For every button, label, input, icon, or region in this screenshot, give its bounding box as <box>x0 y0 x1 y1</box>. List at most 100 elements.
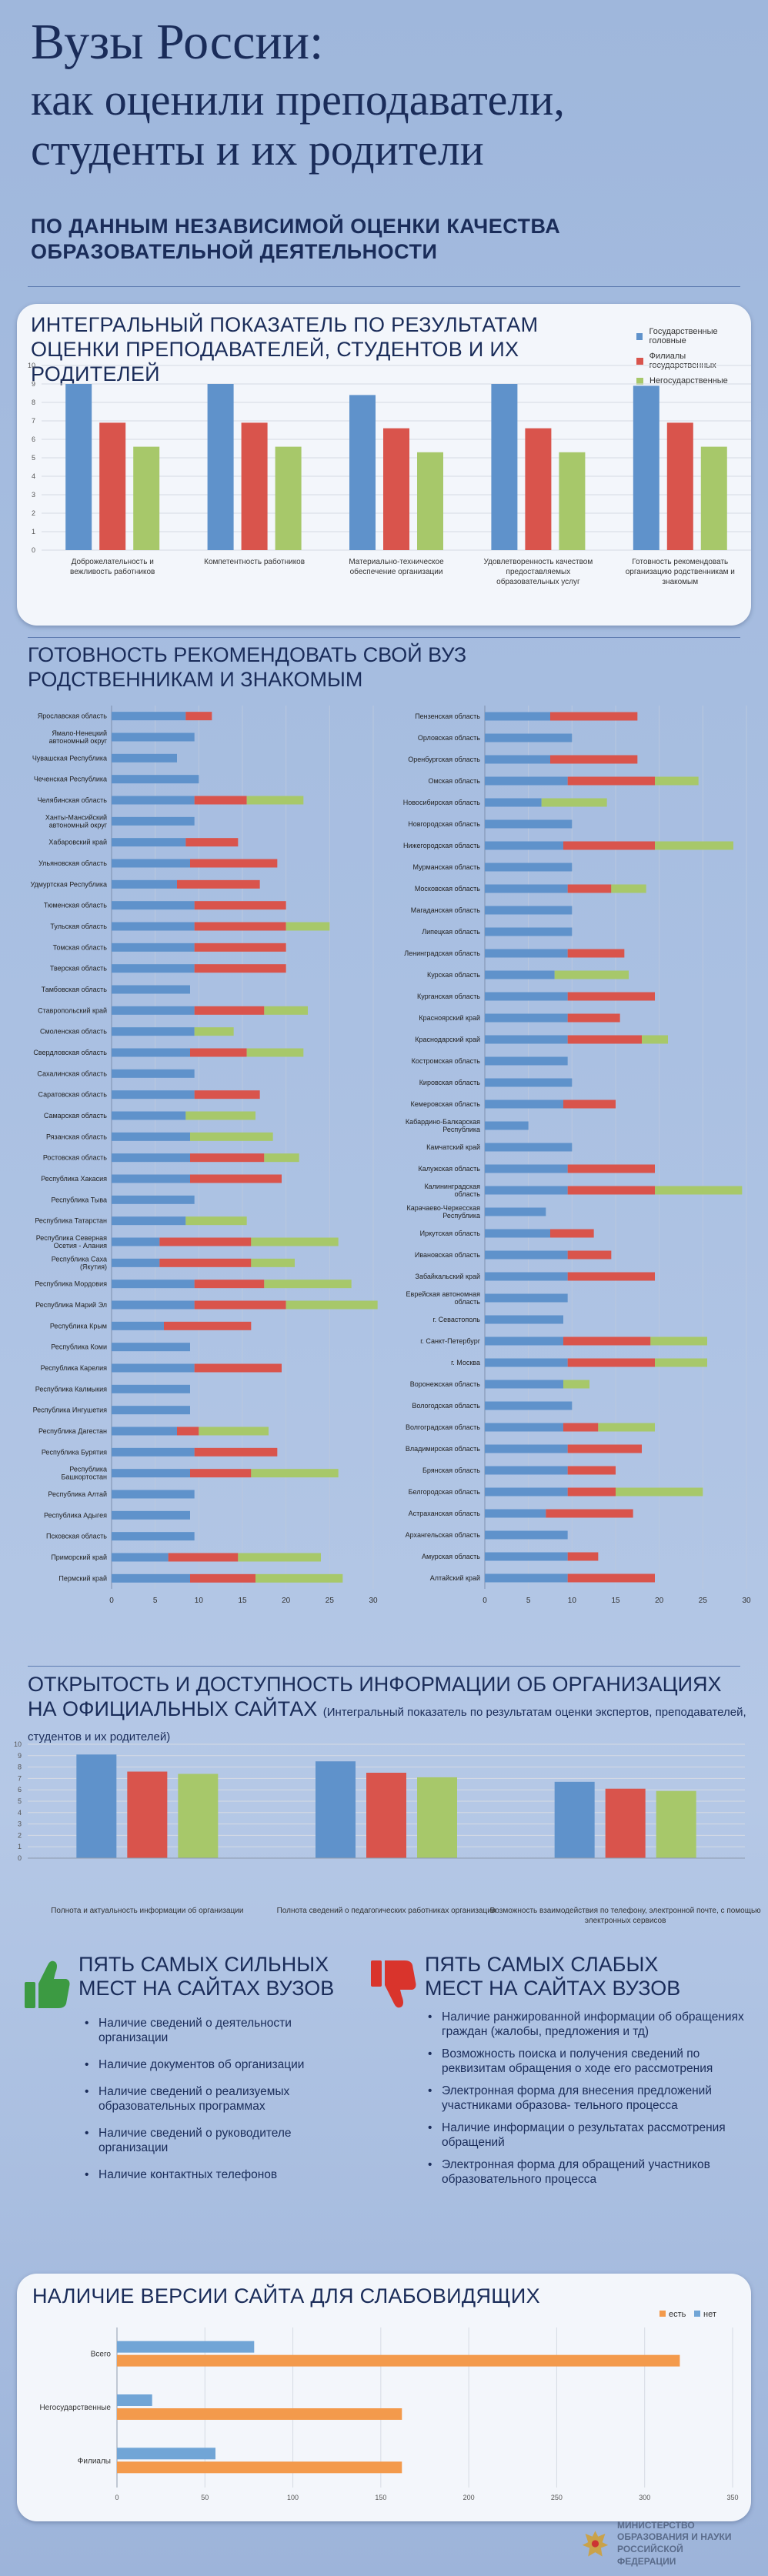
x-tick-label: 30 <box>742 1597 751 1605</box>
bar <box>112 1280 195 1289</box>
bar <box>159 1258 252 1267</box>
bar <box>190 1132 273 1141</box>
y-tick-label: Чувашская Республика <box>32 754 107 762</box>
y-tick-label: Челябинская область <box>38 796 108 804</box>
y-tick-label: Республика Татарстан <box>35 1217 107 1225</box>
x-tick-label: 0 <box>483 1597 487 1605</box>
y-tick-label: Нижегородская область <box>403 842 480 849</box>
y-tick-label: 1 <box>18 1843 22 1850</box>
bar <box>633 385 659 550</box>
ministry-line: ОБРАЗОВАНИЯ И НАУКИ <box>616 2531 732 2543</box>
y-tick-label: 9 <box>18 1752 22 1760</box>
bar <box>485 1509 546 1518</box>
bar <box>112 964 195 973</box>
x-tick-label: 5 <box>153 1597 158 1605</box>
bar <box>567 1466 616 1475</box>
bar <box>485 1423 563 1432</box>
y-tick-label: Курская область <box>427 971 480 979</box>
bar <box>554 970 629 979</box>
bar <box>485 1552 568 1561</box>
legend-item: Государственные головные <box>636 327 751 345</box>
y-tick-label: Республика Тыва <box>51 1196 107 1203</box>
bar <box>199 1426 269 1436</box>
bar <box>485 863 573 872</box>
y-tick-label: Республика Карелия <box>41 1364 107 1372</box>
bar <box>316 1761 356 1858</box>
bar <box>285 1300 378 1310</box>
x-tick-label: 250 <box>551 2494 563 2501</box>
bar <box>485 1380 563 1389</box>
bar <box>485 1164 568 1173</box>
bar <box>112 838 186 847</box>
y-tick-label: Республика Саха (Якутия) <box>52 1255 107 1270</box>
bar <box>112 753 177 762</box>
y-tick-label: 9 <box>32 380 35 388</box>
bar <box>117 2354 680 2367</box>
integral-legend: Государственные головные Филиалы государ… <box>636 327 751 392</box>
bar <box>178 1774 219 1858</box>
bar <box>567 949 625 958</box>
y-tick-label: Республика Дагестан <box>38 1427 107 1435</box>
bar <box>485 1143 573 1152</box>
y-tick-label: 10 <box>28 362 35 369</box>
y-tick-label: Магаданская область <box>411 906 481 914</box>
list-item: Электронная форма для обращений участник… <box>425 2157 748 2187</box>
bar <box>264 1006 308 1015</box>
bar <box>485 1035 568 1044</box>
y-tick-label: Ярославская область <box>38 712 108 720</box>
bar <box>264 1280 352 1289</box>
bar <box>194 1363 282 1373</box>
y-tick-label: Архангельская область <box>406 1531 481 1539</box>
x-tick-label: 150 <box>375 2494 386 2501</box>
list-item: Электронная форма для внесения предложен… <box>425 2084 748 2113</box>
bar <box>485 1056 568 1066</box>
bar <box>485 992 568 1001</box>
strong-heading: ПЯТЬ САМЫХ СИЛЬНЫХ МЕСТ НА САЙТАХ ВУЗОВ <box>78 1953 335 2000</box>
strong-list: Наличие сведений о деятельности организа… <box>82 2016 359 2182</box>
bar <box>112 796 195 805</box>
bar <box>207 384 234 550</box>
bar <box>567 1164 655 1173</box>
y-tick-label: Ивановская область <box>415 1251 480 1259</box>
x-tick-label: Готовность рекомендовать организацию родс… <box>626 558 735 586</box>
list-item: Возможность поиска и получения сведений … <box>425 2047 748 2076</box>
bar <box>605 1788 646 1858</box>
bar <box>567 1552 599 1561</box>
bar <box>194 1027 234 1036</box>
y-tick-label: Республика Бурятия <box>42 1448 107 1456</box>
bar <box>112 1195 195 1204</box>
bar <box>485 1530 568 1540</box>
y-tick-label: Ленинградская область <box>404 949 480 957</box>
bar <box>112 1573 190 1583</box>
x-tick-label: 300 <box>639 2494 650 2501</box>
bar <box>616 1487 703 1497</box>
bar <box>117 2408 402 2420</box>
bar <box>251 1469 339 1478</box>
y-tick-label: Республика Калмыкия <box>35 1385 107 1393</box>
y-tick-label: Московская область <box>415 885 480 893</box>
x-tick-label: 10 <box>195 1597 204 1605</box>
y-tick-label: Мурманская область <box>412 863 480 871</box>
bar <box>485 1229 550 1238</box>
y-tick-label: Сахалинская область <box>37 1069 107 1077</box>
bar <box>563 1380 589 1389</box>
bar <box>485 712 550 721</box>
bar <box>485 1444 568 1453</box>
bar <box>112 1132 190 1141</box>
bar <box>112 1153 190 1163</box>
bar <box>185 1216 247 1226</box>
legend-label: нет <box>703 2310 716 2319</box>
bar <box>194 1090 260 1099</box>
bar <box>546 1509 633 1518</box>
bar <box>485 1573 568 1583</box>
bar <box>525 428 552 550</box>
y-tick-label: 5 <box>32 454 35 462</box>
bar <box>485 1487 568 1497</box>
list-item: Наличие ранжированной информации об обра… <box>425 2010 748 2039</box>
bar <box>127 1771 168 1858</box>
bar <box>112 1469 190 1478</box>
y-tick-label: Удмуртская Республика <box>30 880 107 888</box>
y-tick-label: Калужская область <box>419 1165 481 1173</box>
bar <box>567 1358 655 1367</box>
y-tick-label: Камчатский край <box>426 1143 480 1151</box>
